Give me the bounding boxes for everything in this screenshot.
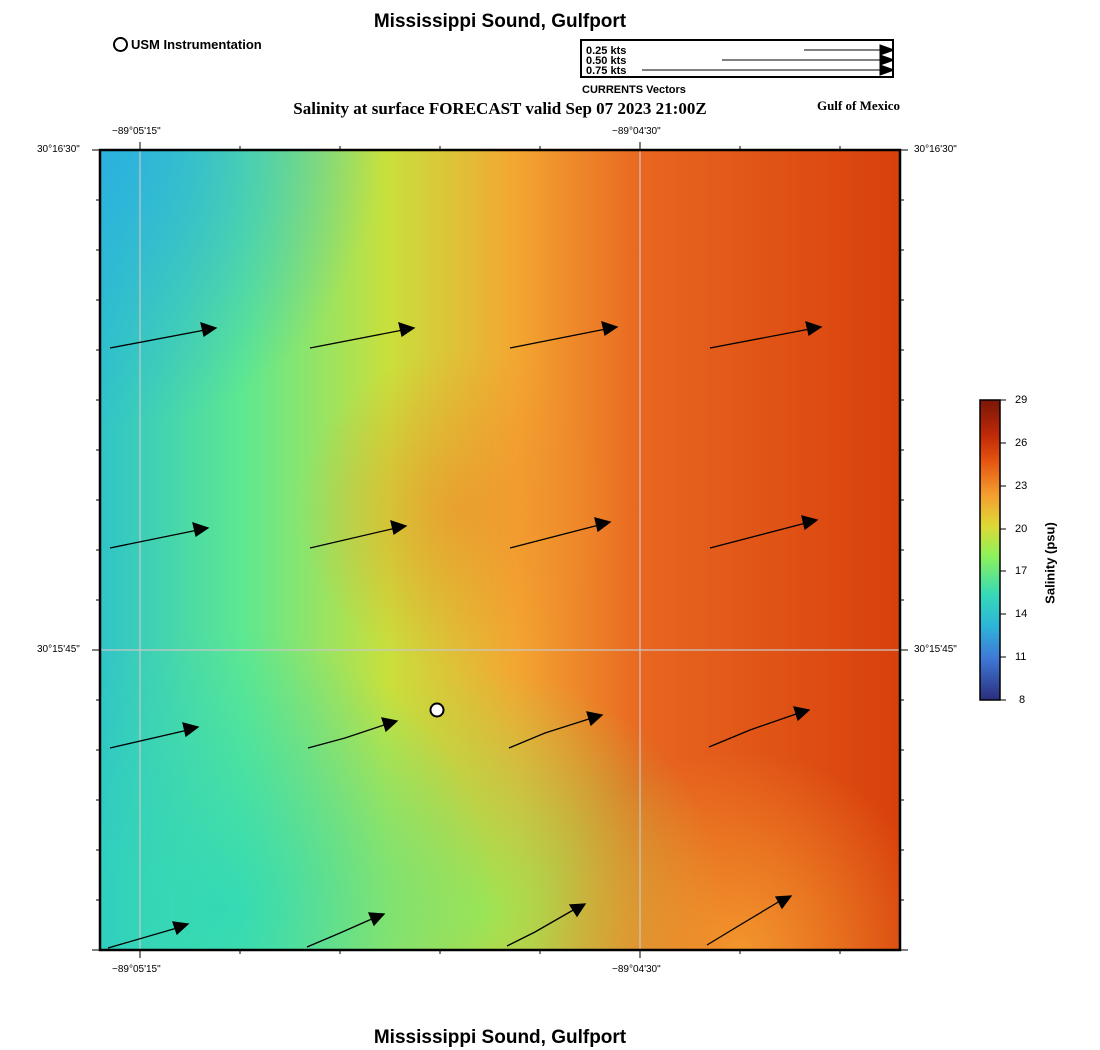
vector-caption: CURRENTS Vectors [582,84,686,96]
arrowhead-icon [568,903,587,918]
map-title: Mississippi Sound, Gulfport [373,11,627,32]
station-legend-label: USM Instrumentation [131,37,262,52]
current-vectors [107,321,823,949]
current-vector [309,329,404,349]
colorbar-tick-label: 11 [1015,651,1027,663]
vector-scale-label: 0.50 kts [586,55,627,67]
colorbar-tick-label: 23 [1015,480,1028,492]
current-vector [508,717,593,749]
arrowhead-icon [381,717,399,733]
lat-label-left: 30°15'45" [37,644,80,655]
arrowhead-icon [801,515,819,531]
arrowhead-icon [805,321,823,337]
arrowhead-icon [390,520,408,536]
arrowhead-icon [601,321,619,337]
station-marker-icon[interactable] [429,702,445,718]
salinity-field [100,150,900,950]
arrowhead-icon [192,522,210,538]
arrowhead-icon [879,54,892,66]
colorbar-tick-label: 20 [1015,523,1028,535]
current-vector [109,329,206,349]
lat-label-right: 30°15'45" [914,644,957,655]
arrowhead-icon [172,921,190,936]
current-vector [506,908,576,947]
lon-label-top: −89°04'30" [612,126,661,137]
lon-label-bottom: −89°04'30" [612,964,661,975]
footer-title: Mississippi Sound, Gulfport [373,1027,627,1048]
vector-scale-label: 0.25 kts [586,45,627,57]
arrowhead-icon [398,322,416,338]
region-label: Gulf of Mexico [816,98,900,113]
vector-scale-arrows [642,44,892,76]
arrowhead-icon [200,322,218,338]
current-vector [109,529,199,549]
lon-label-top: −89°05'15" [112,126,161,137]
arrowhead-icon [774,895,793,910]
arrowhead-icon [793,706,811,722]
current-vector [309,527,397,549]
station-marker-icon [113,37,128,52]
colorbar-ramp [979,399,1001,701]
current-vector [706,900,781,946]
current-vector [307,723,388,749]
current-vector [709,328,811,349]
current-vector [107,927,178,949]
colorbar [979,399,1006,701]
lon-label-bottom: −89°05'15" [112,964,161,975]
colorbar-tick-label: 8 [1019,694,1026,706]
current-vector [509,524,600,549]
arrowhead-icon [594,517,612,533]
station-legend: USM Instrumentation [113,37,262,52]
current-vector [109,729,189,749]
arrowhead-icon [182,722,200,738]
colorbar-title: Salinity (psu) [1042,522,1058,604]
arrowhead-icon [879,44,892,56]
current-vector [509,328,607,349]
current-vector [306,917,375,948]
colorbar-tick-label: 17 [1015,565,1028,577]
colorbar-tick-label: 26 [1015,437,1028,449]
colorbar-tick-label: 29 [1015,394,1028,406]
graticule [100,150,900,950]
colorbar-tick-label: 14 [1015,608,1028,620]
vector-scale-legend: 0.25 kts 0.50 kts 0.75 kts [580,39,894,78]
vector-scale-label: 0.75 kts [586,65,627,77]
forecast-subtitle: Salinity at surface FORECAST valid Sep 0… [293,99,707,118]
map-ticks [92,142,908,958]
lat-label-right: 30°16'30" [914,144,957,155]
current-vector [708,712,800,748]
lat-label-left: 30°16'30" [37,144,80,155]
current-vector [709,522,807,549]
arrowhead-icon [879,64,892,76]
arrowhead-icon [367,912,386,927]
arrowhead-icon [586,711,604,727]
